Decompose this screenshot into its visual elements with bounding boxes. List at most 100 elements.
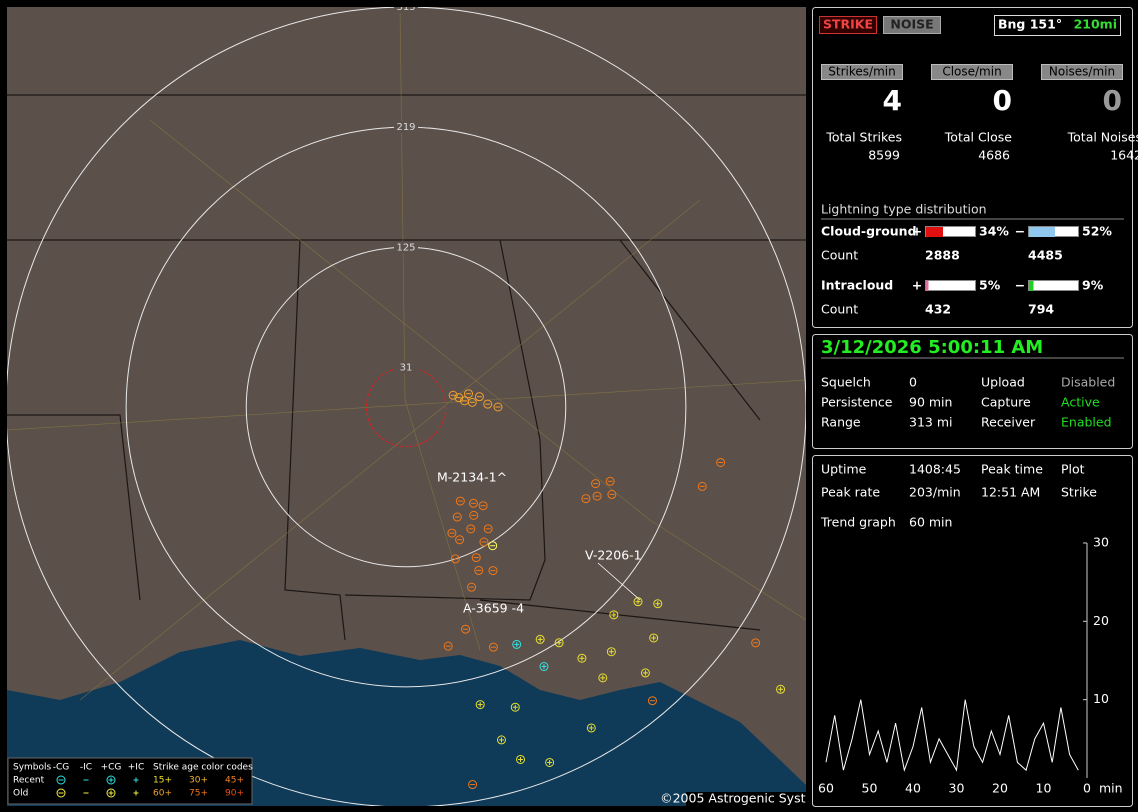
strike-ring — [447, 528, 457, 538]
strike — [483, 399, 493, 409]
strike-ring — [467, 397, 477, 407]
strike — [488, 566, 498, 576]
panel — [812, 455, 1133, 807]
strike-ring — [455, 535, 465, 545]
stat: 203/min — [909, 485, 961, 500]
total-value: 8599 — [868, 148, 900, 163]
legend-symbol-type: +IC — [128, 763, 144, 773]
rate-button[interactable] — [821, 64, 903, 80]
x-tick-label: 20 — [992, 781, 1008, 796]
range-label: 125 — [396, 242, 415, 253]
strike-ring — [647, 696, 657, 706]
strike-button-label[interactable]: STRIKE — [823, 17, 873, 32]
legend-symbol-ring — [106, 775, 116, 785]
strike-ring — [539, 662, 549, 672]
strike-ring — [469, 510, 479, 520]
x-tick-label: 0 — [1083, 781, 1091, 796]
setting: Upload — [981, 375, 1025, 390]
percent: 34% — [979, 224, 1009, 239]
strike-ring — [776, 684, 786, 694]
trend-line — [825, 699, 1079, 773]
legend-symbol-ring — [56, 788, 66, 798]
strike — [469, 510, 479, 520]
strike-ring — [606, 647, 616, 657]
range-label: 219 — [396, 122, 415, 133]
legend-symbol — [106, 775, 116, 785]
strike — [448, 390, 458, 400]
legend-box — [7, 757, 253, 805]
stat: 1408:45 — [909, 462, 961, 477]
strike — [496, 735, 506, 745]
legend-age: 15+ — [153, 776, 172, 786]
trend-label: Trend graph — [820, 515, 896, 530]
type-label: Cloud-ground — [821, 224, 917, 239]
setting: 313 mi — [909, 415, 952, 430]
strike-ring — [554, 638, 564, 648]
strike — [633, 597, 643, 607]
count: 432 — [925, 302, 951, 317]
bar — [926, 227, 943, 237]
strike-ring — [640, 668, 650, 678]
noise-button[interactable] — [883, 16, 941, 34]
strike-ring — [454, 393, 464, 403]
trend-window: 60 min — [909, 515, 952, 530]
strike — [607, 489, 617, 499]
rate-label[interactable]: Close/min — [942, 65, 1001, 79]
rate-button[interactable] — [1041, 64, 1123, 80]
sign: + — [912, 224, 922, 239]
strike — [647, 696, 657, 706]
count: 794 — [1028, 302, 1054, 317]
rate-label[interactable]: Noises/min — [1049, 65, 1115, 79]
strike — [516, 754, 526, 764]
strike-ring — [443, 641, 453, 651]
bearing-box — [994, 15, 1121, 36]
strike-ring — [464, 389, 474, 399]
strike-ring — [592, 491, 602, 501]
strike — [606, 647, 616, 657]
stat: 12:51 AM — [981, 485, 1040, 500]
setting: Disabled — [1061, 375, 1115, 390]
strike-ring — [591, 479, 601, 489]
strike — [716, 457, 726, 467]
strike — [697, 481, 707, 491]
legend-symbol — [133, 777, 139, 783]
strike — [512, 639, 522, 649]
strike — [466, 524, 476, 534]
strike-ring — [633, 597, 643, 607]
storm-track — [597, 562, 641, 601]
y-tick-label: 20 — [1093, 613, 1109, 628]
strike-ring — [450, 554, 460, 564]
stat: Peak time — [981, 462, 1043, 477]
state-lines — [7, 94, 806, 641]
strike — [554, 638, 564, 648]
legend-symbol — [106, 788, 116, 798]
panel — [812, 7, 1133, 328]
setting: Active — [1061, 395, 1100, 410]
rate-label[interactable]: Strikes/min — [828, 65, 895, 79]
distance: 210mi — [1074, 17, 1117, 32]
rate-button[interactable] — [931, 64, 1013, 80]
type-label: Intracloud — [821, 278, 893, 293]
strike — [609, 610, 619, 620]
strike — [581, 494, 591, 504]
range-label-bg — [394, 7, 418, 13]
noise-button-label[interactable]: NOISE — [890, 17, 933, 32]
strike-ring — [653, 599, 663, 609]
setting: 0 — [909, 375, 917, 390]
bar — [926, 281, 929, 291]
strike-button[interactable] — [819, 16, 877, 34]
strike-ring — [512, 639, 522, 649]
strike-ring — [609, 610, 619, 620]
legend-age: 75+ — [189, 789, 208, 799]
strike — [450, 554, 460, 564]
strike-ring — [455, 496, 465, 506]
distribution-title: Lightning type distribution — [821, 202, 987, 217]
strike-ring — [478, 501, 488, 511]
bar-track — [925, 226, 976, 237]
percent: 52% — [1082, 224, 1112, 239]
strike — [468, 498, 478, 508]
total-label: Total Strikes — [825, 130, 902, 145]
strike — [488, 642, 498, 652]
total-value: 1642 — [1110, 148, 1138, 163]
